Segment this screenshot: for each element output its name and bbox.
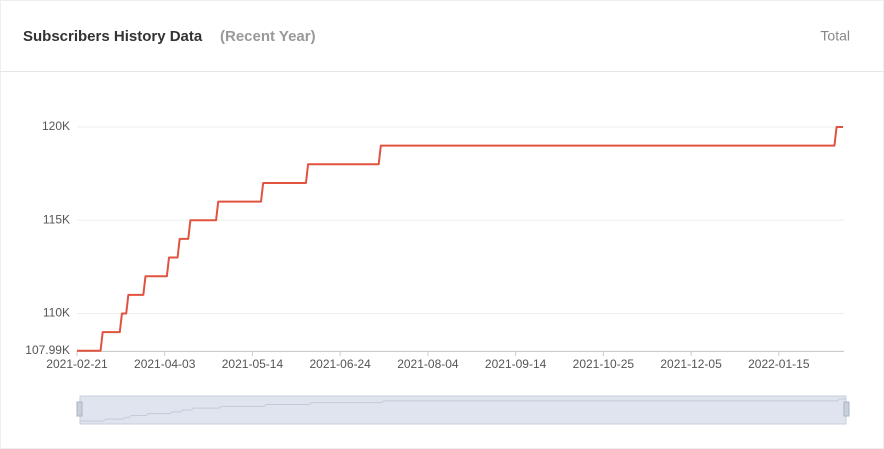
chart-subtitle: (Recent Year) (220, 28, 316, 45)
y-tick-label: 120K (42, 119, 70, 133)
legend-entry[interactable]: Total (820, 28, 850, 44)
x-tick-label: 2021-02-21 (46, 357, 108, 371)
x-tick-label: 2021-08-04 (397, 357, 459, 371)
x-tick-label: 2021-04-03 (134, 357, 196, 371)
x-tick-label: 2021-06-24 (309, 357, 371, 371)
chart-title: Subscribers History Data (23, 28, 203, 45)
zoom-handle (843, 401, 850, 417)
series-line (77, 126, 843, 352)
y-tick-label: 115K (43, 212, 70, 226)
x-tick-label: 2021-09-14 (485, 357, 547, 371)
zoom-slider (79, 395, 847, 425)
x-tick-label: 2021-12-05 (660, 357, 722, 371)
x-tick-label: 2021-10-25 (573, 357, 635, 371)
y-tick-label: 107.99K (25, 343, 70, 357)
y-tick-label: 110K (43, 306, 70, 320)
x-tick-label: 2021-05-14 (222, 357, 284, 371)
zoom-handle (76, 401, 83, 417)
x-tick-label: 2022-01-15 (748, 357, 810, 371)
zoom-overview-line (80, 398, 846, 422)
